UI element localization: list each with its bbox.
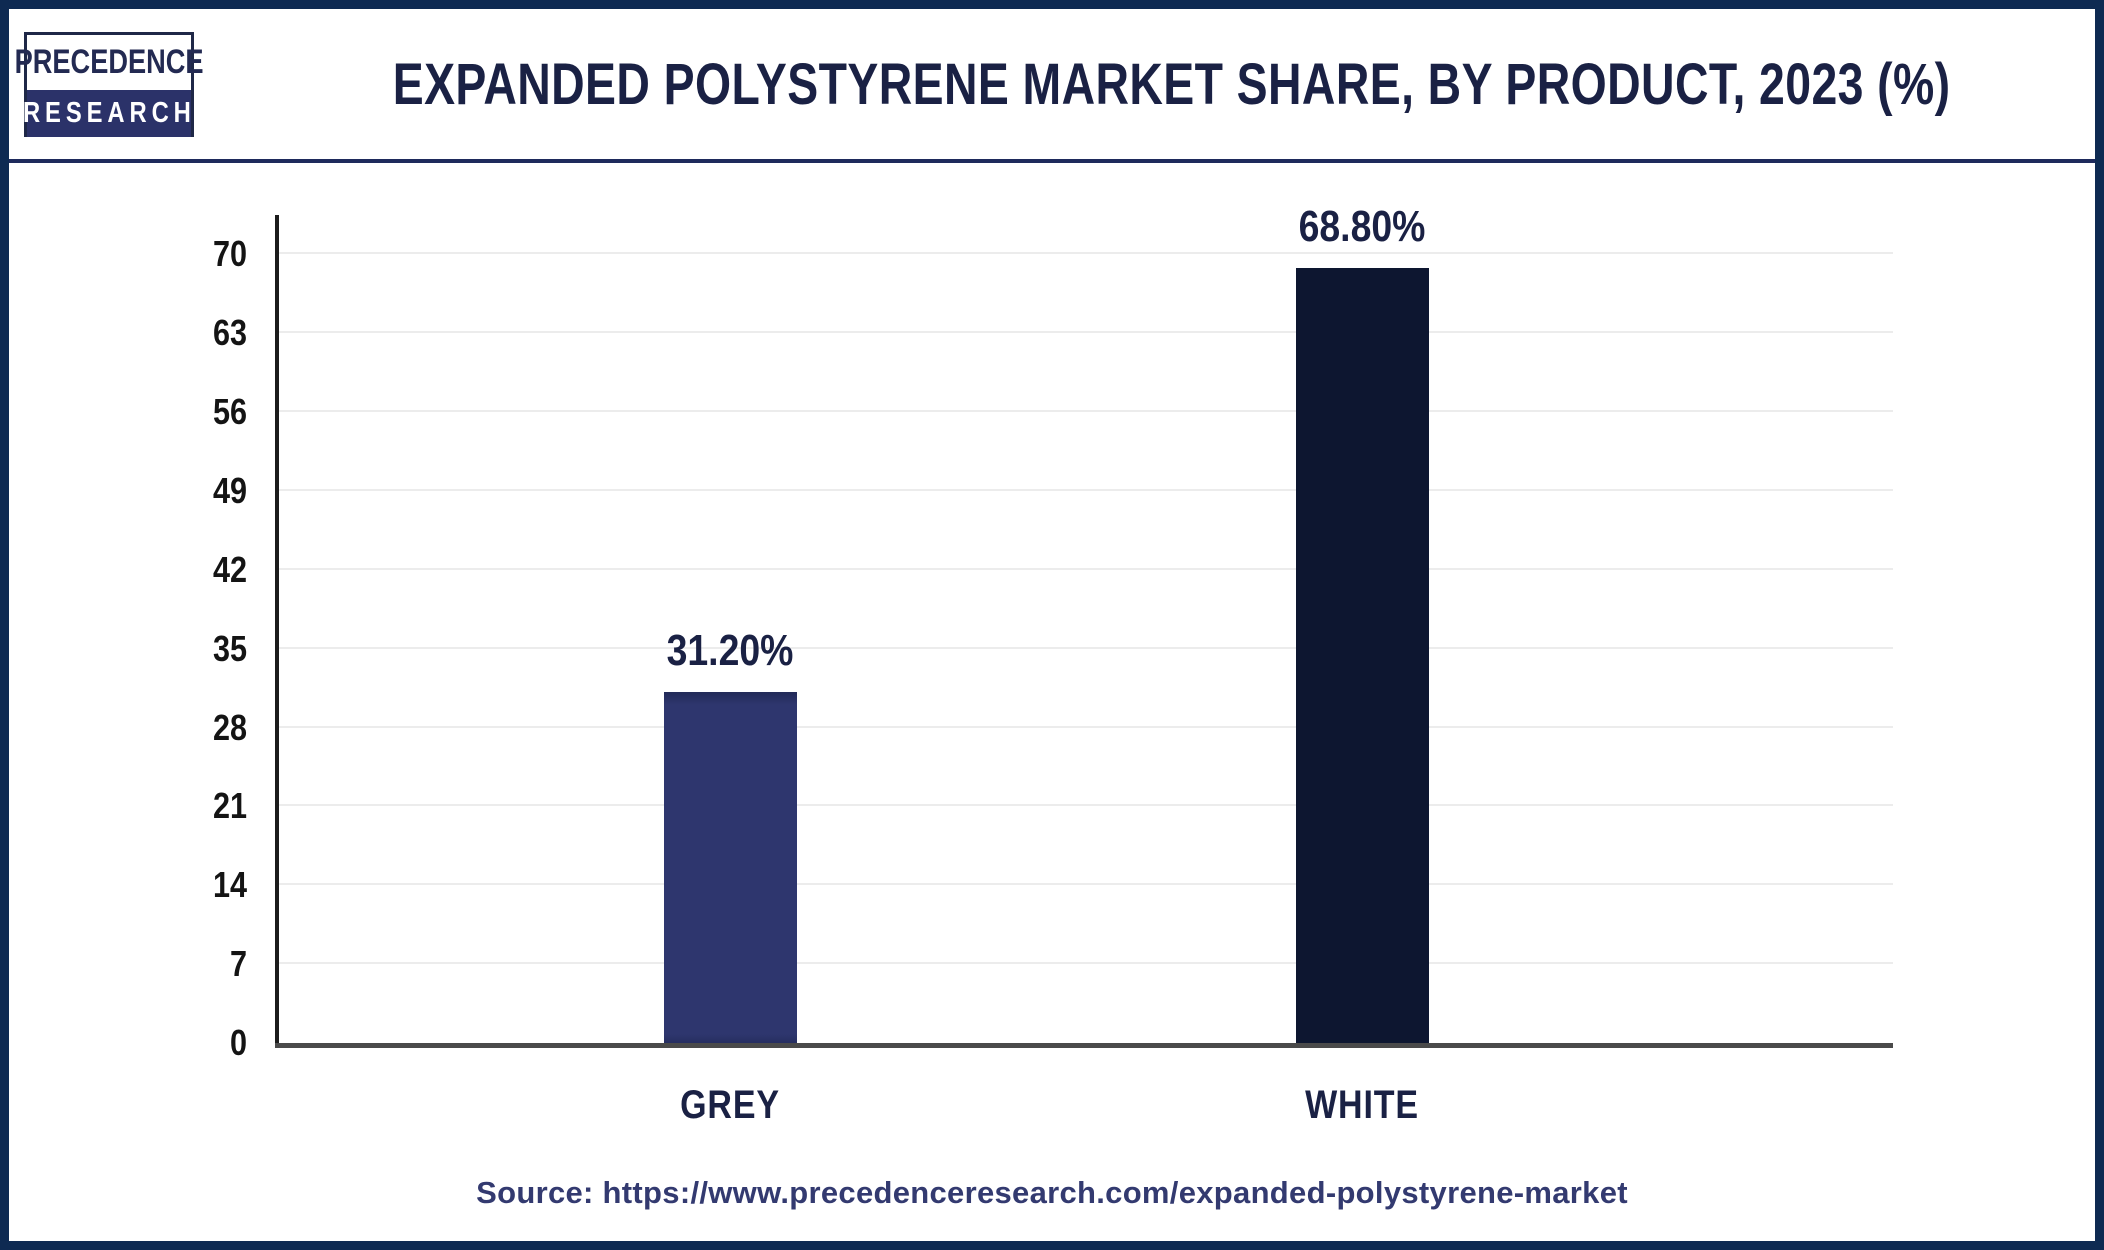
plot-area: 0 7 14 21 28 35 42 49 56 63 70 31.20% GREY 68.80% WHIT… (213, 202, 1893, 1127)
y-tick-label-49: 49 (212, 470, 247, 511)
bar-value-label-grey: 31.20% (655, 626, 804, 676)
y-tick-label-7: 7 (229, 943, 247, 985)
bar-value-label-white: 68.80% (1287, 202, 1436, 252)
category-label-grey: GREY (671, 1083, 788, 1128)
gridline-y70 (279, 252, 1893, 255)
gridline-y42 (279, 567, 1893, 570)
bar-value-text: 68.80% (1298, 201, 1426, 251)
category-label-white: WHITE (1295, 1083, 1429, 1128)
y-tick-label-56: 56 (212, 391, 247, 433)
category-label-text: GREY (680, 1083, 780, 1127)
y-tick-label-35: 35 (212, 627, 247, 669)
gridline-y7 (279, 962, 1893, 965)
bar-white (1295, 267, 1429, 1043)
y-tick-label-14: 14 (212, 864, 247, 906)
y-tick-label-0: 0 (229, 1022, 247, 1063)
gridline-y35 (279, 646, 1893, 649)
precedence-research-logo: PRECEDENCE RESEARCH (15, 32, 203, 137)
bar-grey (663, 691, 797, 1043)
gridline-y63 (279, 331, 1893, 334)
gridline-y21 (279, 804, 1893, 807)
category-label-text: WHITE (1305, 1083, 1419, 1127)
bar-value-text: 31.20% (666, 625, 794, 675)
y-tick-label-21: 21 (212, 785, 247, 827)
gridline-y56 (279, 410, 1893, 413)
gridline-y49 (279, 489, 1893, 491)
y-tick-label-63: 63 (212, 312, 247, 354)
logo-text-research: RESEARCH (22, 97, 196, 129)
title-container: EXPANDED POLYSTYRENE MARKET SHARE, BY PR… (249, 9, 2095, 159)
source-text: Source: https://www.precedenceresearch.c… (476, 1175, 1628, 1210)
y-axis-line (275, 215, 279, 1043)
y-tick-label-70: 70 (212, 233, 247, 275)
logo-text-precedence: PRECEDENCE (14, 43, 204, 81)
x-axis-line (275, 1043, 1893, 1048)
gridline-y28 (279, 725, 1893, 728)
logo-line-research: RESEARCH (23, 90, 191, 137)
chart-title: EXPANDED POLYSTYRENE MARKET SHARE, BY PR… (393, 51, 1951, 117)
logo-line-precedence: PRECEDENCE (15, 35, 203, 90)
header: PRECEDENCE RESEARCH EXPANDED POLYSTYRENE… (9, 9, 2095, 159)
y-tick-label-28: 28 (212, 706, 247, 748)
gridline-y14 (279, 883, 1893, 886)
header-divider (9, 159, 2095, 163)
y-tick-label-42: 42 (212, 548, 247, 590)
